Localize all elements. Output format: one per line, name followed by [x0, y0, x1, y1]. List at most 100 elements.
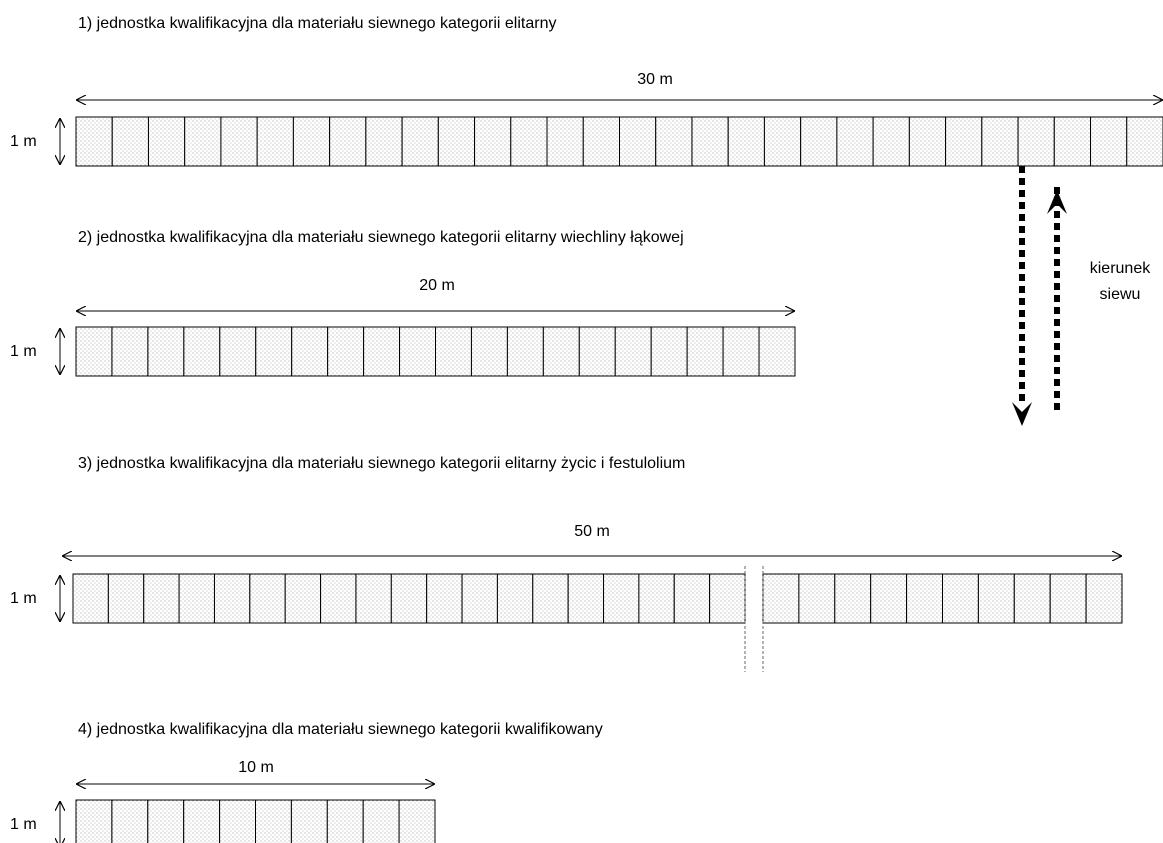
plot-cell: [398, 799, 436, 843]
plot-cell: [638, 573, 675, 624]
plot-cell: [327, 326, 365, 377]
plot-cell: [945, 116, 983, 167]
plot-cell: [362, 799, 400, 843]
section-title: 4) jednostka kwalifikacyjna dla materiał…: [78, 721, 603, 738]
length-label: 30 m: [637, 71, 673, 88]
plot-cell: [870, 573, 908, 624]
plot-cell: [363, 326, 401, 377]
plot-cell: [1085, 573, 1123, 624]
plot-cell: [292, 116, 331, 167]
plot-cell: [111, 799, 149, 843]
plot-cell: [255, 326, 293, 377]
plot-cell: [219, 799, 257, 843]
plot-cell: [111, 326, 149, 377]
plot-cell: [977, 573, 1015, 624]
plot-cell: [981, 116, 1019, 167]
plot-cell: [727, 116, 765, 167]
plot-cell: [1053, 116, 1092, 167]
plot-cell: [942, 573, 979, 624]
plot-cell: [183, 326, 221, 377]
plot-cell: [255, 799, 292, 843]
height-label: 1 m: [10, 590, 37, 607]
plot-cell: [474, 116, 512, 167]
plot-cell: [762, 573, 800, 624]
plot-cell: [908, 116, 947, 167]
height-label: 1 m: [10, 133, 37, 150]
plot-cell: [355, 573, 392, 624]
plot-cell: [75, 116, 113, 167]
plot-cell: [470, 326, 508, 377]
plot-cell: [800, 116, 838, 167]
plot-cell: [1013, 573, 1051, 624]
plot-cell: [614, 326, 652, 377]
plot-cell: [758, 326, 796, 377]
plot-cell: [532, 573, 569, 624]
plot-cell: [798, 573, 836, 624]
section-title: 3) jednostka kwalifikacyjna dla materiał…: [78, 455, 685, 472]
plot-cell: [834, 573, 872, 624]
plot-cell: [143, 573, 180, 624]
plot-cell: [691, 116, 729, 167]
section-title: 2) jednostka kwalifikacyjna dla materiał…: [78, 229, 684, 246]
plot-cell: [655, 116, 693, 167]
plot-cell: [329, 116, 367, 167]
plot-cell: [291, 326, 329, 377]
plot-cell: [578, 326, 616, 377]
plot-cell: [220, 116, 258, 167]
plot-cell: [365, 116, 403, 167]
plot-cell: [284, 573, 322, 624]
plot-cell: [686, 326, 724, 377]
section-title: 1) jednostka kwalifikacyjna dla materiał…: [78, 15, 556, 32]
plot-cell: [111, 116, 149, 167]
plot-cell: [437, 116, 476, 167]
plot-cell: [107, 573, 145, 624]
plot-cell: [510, 116, 548, 167]
plot-cell: [496, 573, 534, 624]
plot-cell: [178, 573, 215, 624]
length-label: 10 m: [238, 759, 274, 776]
plot-cell: [567, 573, 605, 624]
plot-cell: [290, 799, 328, 843]
plot-cell: [320, 573, 357, 624]
plot-cell: [72, 573, 109, 624]
plot-cell: [75, 799, 113, 843]
height-label: 1 m: [10, 816, 37, 833]
plot-cell: [542, 326, 580, 377]
plot-cell: [582, 116, 620, 167]
plot-cell: [722, 326, 760, 377]
length-label: 20 m: [419, 277, 455, 294]
plot-cell: [390, 573, 428, 624]
plot-cell: [461, 573, 498, 624]
plot-cell: [619, 116, 657, 167]
plot-cell: [147, 326, 185, 377]
plot-cell: [147, 799, 185, 843]
plot-cell: [75, 326, 113, 377]
plot-cell: [219, 326, 257, 377]
plot-cell: [147, 116, 186, 167]
plot-cell: [506, 326, 544, 377]
plot-cell: [546, 116, 584, 167]
plot-cell: [650, 326, 688, 377]
annotation: kierunek: [1090, 260, 1151, 277]
plot-cell: [326, 799, 364, 843]
plot-cell: [401, 116, 439, 167]
plot-cell: [249, 573, 286, 624]
plot-cell: [184, 116, 222, 167]
plot-cell: [399, 326, 436, 377]
plot-cell: [872, 116, 910, 167]
plot-cell: [603, 573, 640, 624]
plot-cell: [256, 116, 294, 167]
plot-cell: [763, 116, 802, 167]
plot-cell: [435, 326, 472, 377]
plot-cell: [673, 573, 711, 624]
plot-cell: [426, 573, 463, 624]
plot-cell: [836, 116, 874, 167]
plot-cell: [1049, 573, 1087, 624]
plot-cell: [1126, 116, 1163, 167]
plot-cell: [183, 799, 221, 843]
height-label: 1 m: [10, 343, 37, 360]
plot-cell: [213, 573, 251, 624]
plot-cell: [1017, 116, 1055, 167]
plot-cell: [1090, 116, 1128, 167]
